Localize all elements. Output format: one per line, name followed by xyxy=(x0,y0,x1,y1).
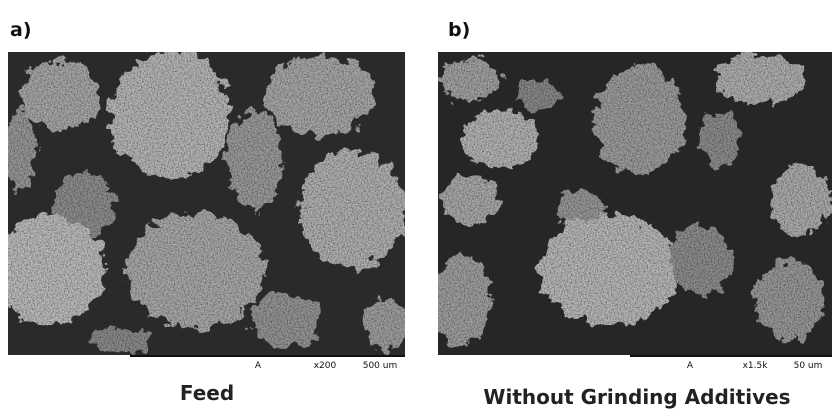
sem-image xyxy=(8,52,405,355)
caption: Feed xyxy=(180,381,234,405)
magnification: x1.5k xyxy=(743,361,769,371)
panel-label: a) xyxy=(10,19,32,41)
sem-image xyxy=(438,52,832,355)
panel-label: b) xyxy=(448,19,470,41)
magnification: x200 xyxy=(314,361,337,371)
detector: A xyxy=(687,361,694,371)
detector: A xyxy=(255,361,262,371)
scale-bar: 50 um xyxy=(794,361,823,371)
caption: Without Grinding Additives xyxy=(483,385,790,409)
scale-bar: 500 um xyxy=(363,361,398,371)
